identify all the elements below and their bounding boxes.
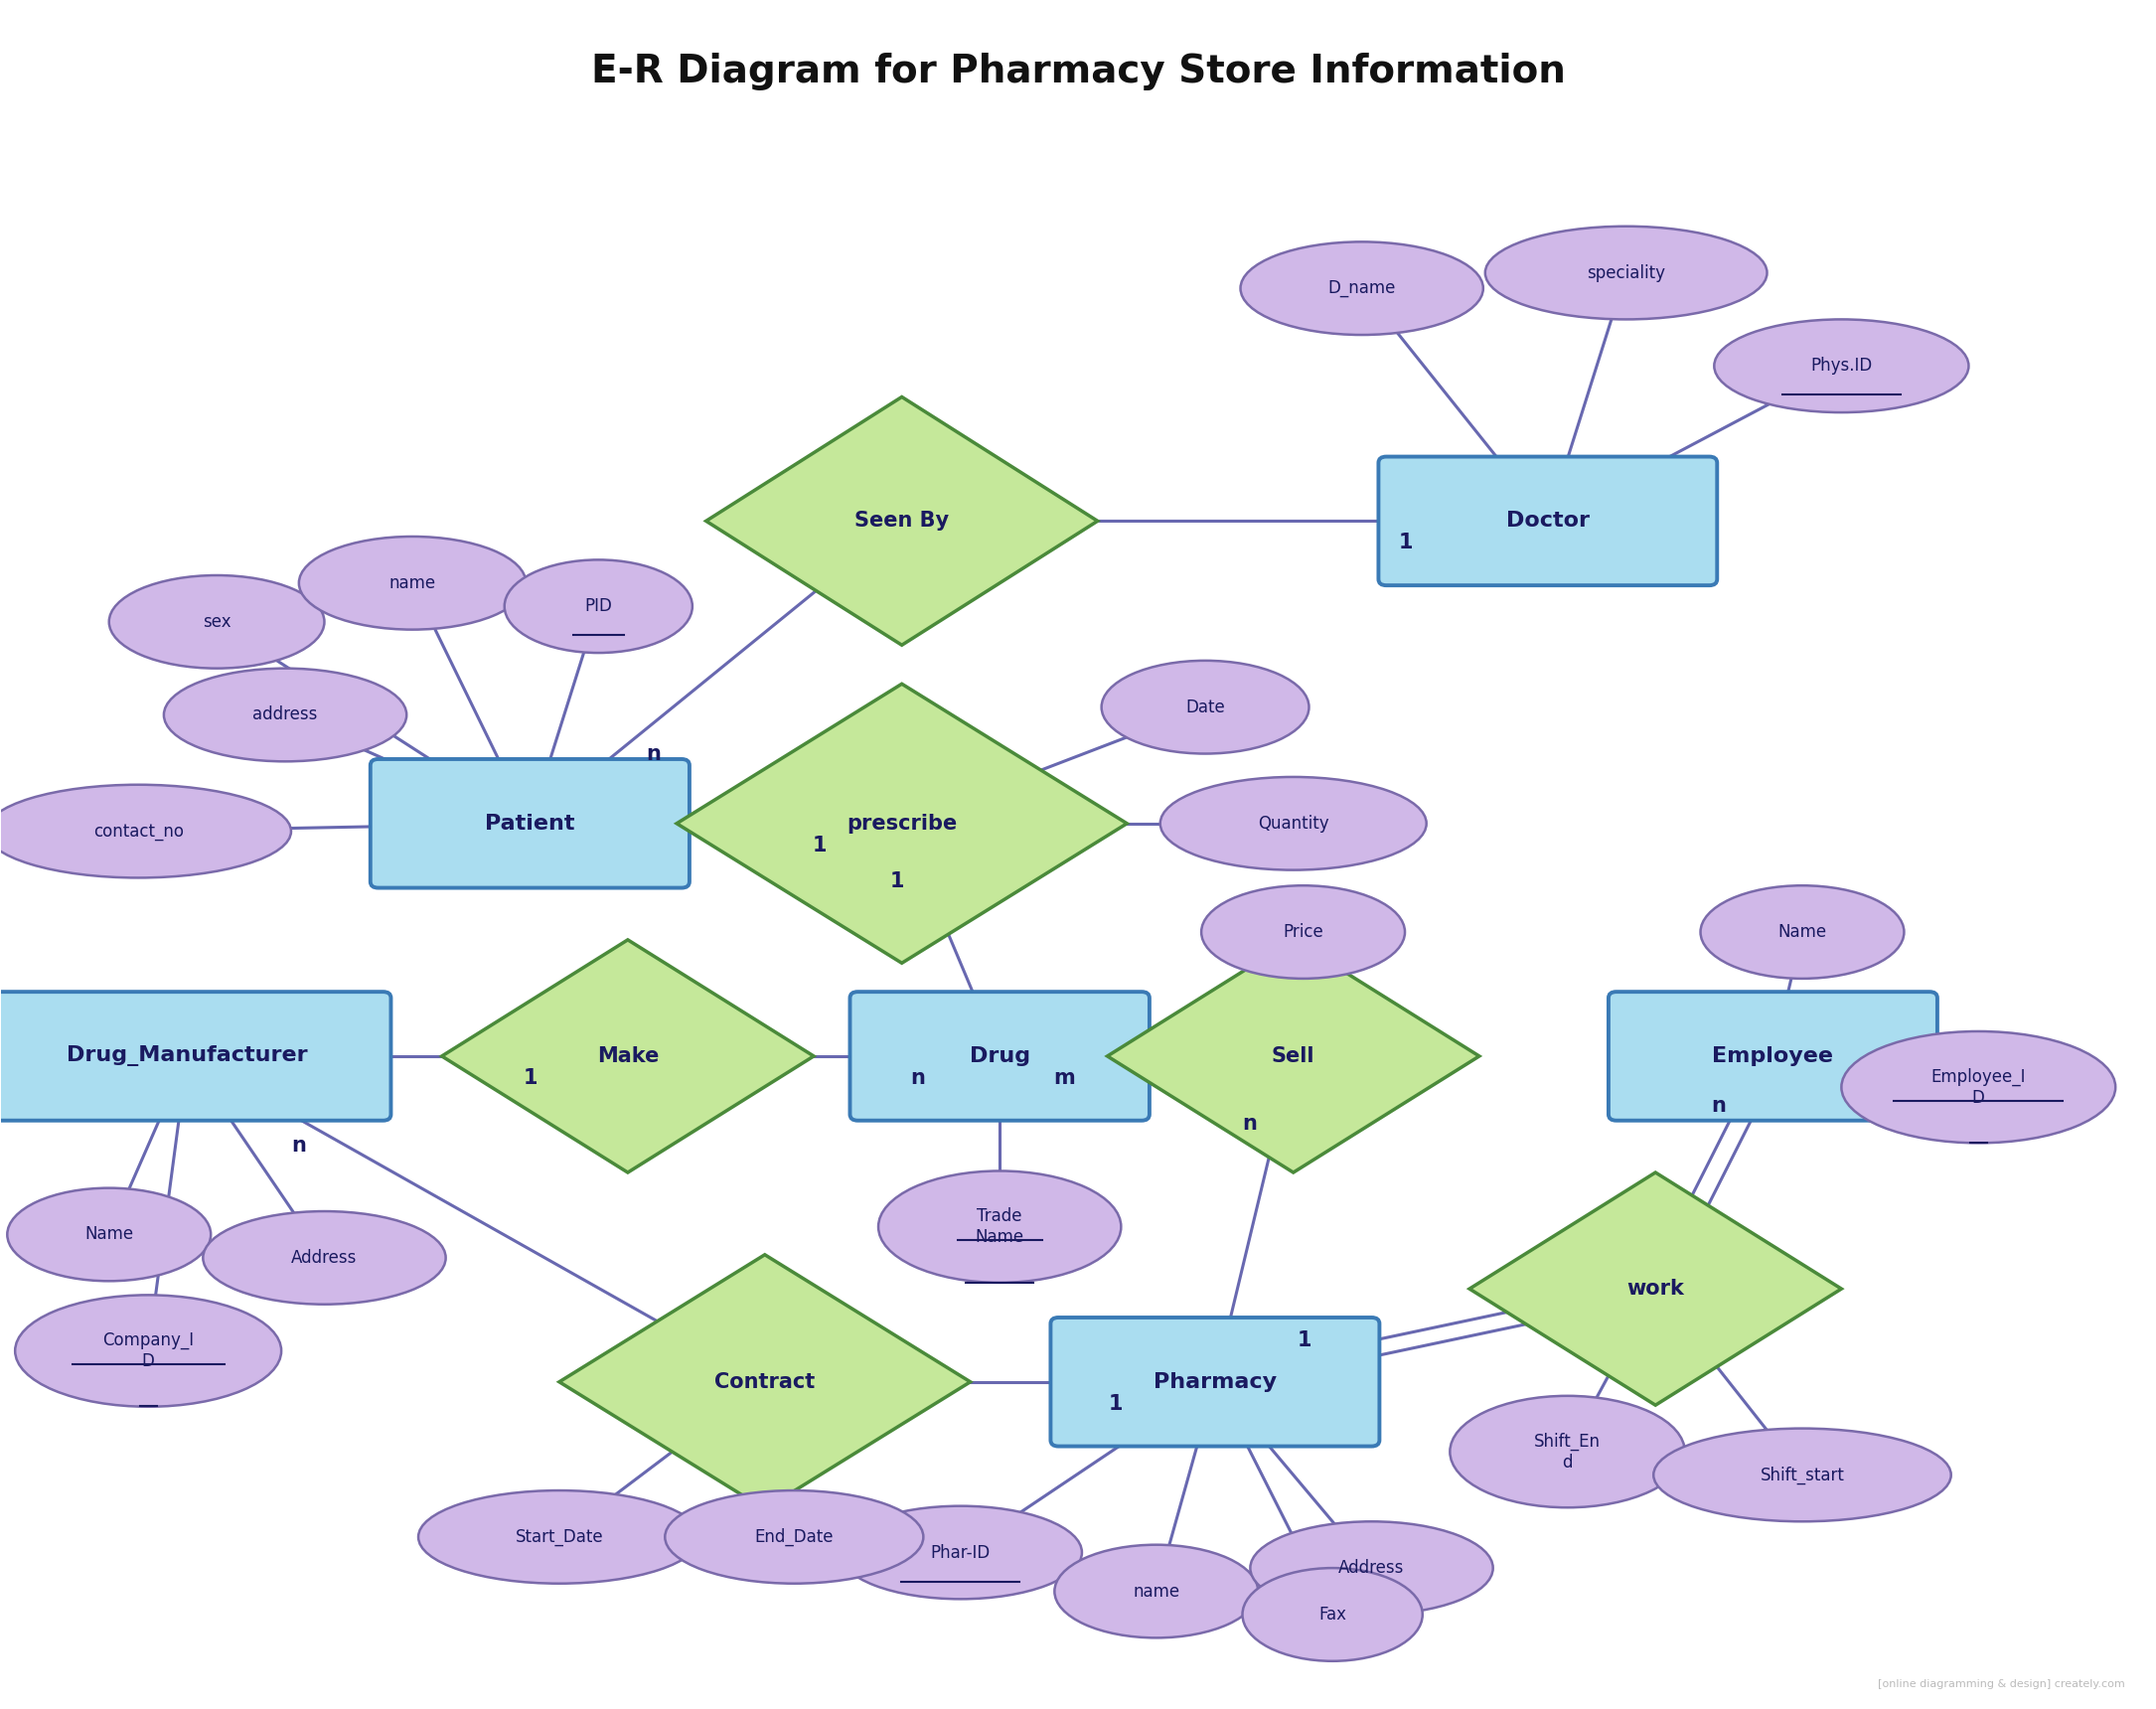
Text: Patient: Patient: [485, 813, 576, 834]
Text: work: work: [1628, 1278, 1684, 1299]
Ellipse shape: [6, 1188, 211, 1282]
Ellipse shape: [1841, 1031, 2115, 1143]
Polygon shape: [1470, 1172, 1841, 1405]
FancyBboxPatch shape: [1050, 1318, 1380, 1446]
Text: Make: Make: [597, 1046, 660, 1066]
Text: Doctor: Doctor: [1507, 511, 1589, 531]
Text: name: name: [1132, 1583, 1179, 1600]
Text: name: name: [388, 574, 436, 591]
Ellipse shape: [1451, 1396, 1684, 1507]
Text: Fax: Fax: [1319, 1606, 1345, 1624]
Ellipse shape: [0, 784, 291, 878]
Ellipse shape: [1654, 1429, 1951, 1521]
Ellipse shape: [505, 561, 692, 653]
Text: Drug: Drug: [970, 1046, 1031, 1066]
Ellipse shape: [1160, 778, 1427, 870]
FancyBboxPatch shape: [371, 759, 690, 889]
Ellipse shape: [664, 1490, 923, 1584]
Text: Phys.ID: Phys.ID: [1811, 357, 1871, 374]
Text: Contract: Contract: [714, 1372, 815, 1391]
Ellipse shape: [1240, 241, 1483, 335]
Text: Employee: Employee: [1712, 1046, 1833, 1066]
Text: PID: PID: [584, 598, 612, 615]
Ellipse shape: [110, 576, 323, 668]
Text: Drug_Manufacturer: Drug_Manufacturer: [67, 1046, 308, 1066]
Ellipse shape: [418, 1490, 701, 1584]
Text: Shift_start: Shift_start: [1759, 1466, 1843, 1483]
Polygon shape: [1108, 940, 1479, 1172]
Ellipse shape: [1054, 1545, 1259, 1637]
Ellipse shape: [1201, 885, 1406, 979]
Ellipse shape: [1102, 661, 1309, 754]
FancyBboxPatch shape: [1378, 456, 1716, 586]
Text: Start_Date: Start_Date: [515, 1528, 604, 1547]
Text: 1: 1: [813, 836, 828, 854]
Text: Phar-ID: Phar-ID: [931, 1543, 990, 1562]
Ellipse shape: [839, 1506, 1082, 1600]
FancyBboxPatch shape: [849, 991, 1149, 1121]
Text: Seen By: Seen By: [854, 511, 949, 531]
Text: Sell: Sell: [1272, 1046, 1315, 1066]
Ellipse shape: [1701, 885, 1904, 979]
Polygon shape: [442, 940, 813, 1172]
Ellipse shape: [1485, 226, 1768, 320]
Text: n: n: [1242, 1114, 1257, 1133]
Text: Address: Address: [291, 1249, 358, 1266]
Text: Trade
Name: Trade Name: [975, 1208, 1024, 1246]
Text: m: m: [1054, 1068, 1076, 1089]
FancyBboxPatch shape: [1608, 991, 1938, 1121]
Text: prescribe: prescribe: [847, 813, 957, 834]
Ellipse shape: [1714, 320, 1968, 412]
Text: Employee_I
D: Employee_I D: [1932, 1068, 2027, 1106]
Text: speciality: speciality: [1587, 263, 1664, 282]
Text: E-R Diagram for Pharmacy Store Information: E-R Diagram for Pharmacy Store Informati…: [591, 53, 1565, 91]
Text: End_Date: End_Date: [755, 1528, 834, 1547]
Text: contact_no: contact_no: [93, 822, 183, 841]
Ellipse shape: [15, 1295, 280, 1407]
Text: 1: 1: [1399, 533, 1412, 552]
Text: Pharmacy: Pharmacy: [1153, 1372, 1276, 1391]
Text: n: n: [647, 743, 662, 764]
Ellipse shape: [164, 668, 407, 762]
Text: sex: sex: [203, 614, 231, 631]
Polygon shape: [677, 684, 1128, 964]
Text: Quantity: Quantity: [1257, 815, 1328, 832]
Text: Company_I
D: Company_I D: [103, 1331, 194, 1371]
Text: D_name: D_name: [1328, 279, 1395, 297]
Polygon shape: [705, 396, 1097, 644]
Ellipse shape: [877, 1171, 1121, 1283]
Text: Name: Name: [1779, 923, 1826, 942]
Polygon shape: [558, 1254, 970, 1509]
Text: 1: 1: [524, 1068, 539, 1089]
Ellipse shape: [300, 537, 526, 629]
Ellipse shape: [1250, 1521, 1492, 1615]
Text: Price: Price: [1283, 923, 1324, 942]
FancyBboxPatch shape: [0, 991, 390, 1121]
Text: 1: 1: [890, 872, 906, 892]
Ellipse shape: [203, 1212, 446, 1304]
Ellipse shape: [1242, 1569, 1423, 1661]
Text: Address: Address: [1339, 1559, 1404, 1577]
Text: address: address: [252, 706, 317, 725]
Text: [online diagramming & design] creately.com: [online diagramming & design] creately.c…: [1878, 1678, 2126, 1688]
Text: n: n: [291, 1135, 306, 1155]
Text: Date: Date: [1186, 699, 1225, 716]
Text: 1: 1: [1298, 1331, 1313, 1350]
Text: 1: 1: [1108, 1393, 1123, 1413]
Text: Shift_En
d: Shift_En d: [1535, 1432, 1600, 1471]
Text: n: n: [1710, 1095, 1725, 1116]
Text: Name: Name: [84, 1225, 134, 1244]
Text: n: n: [910, 1068, 925, 1089]
